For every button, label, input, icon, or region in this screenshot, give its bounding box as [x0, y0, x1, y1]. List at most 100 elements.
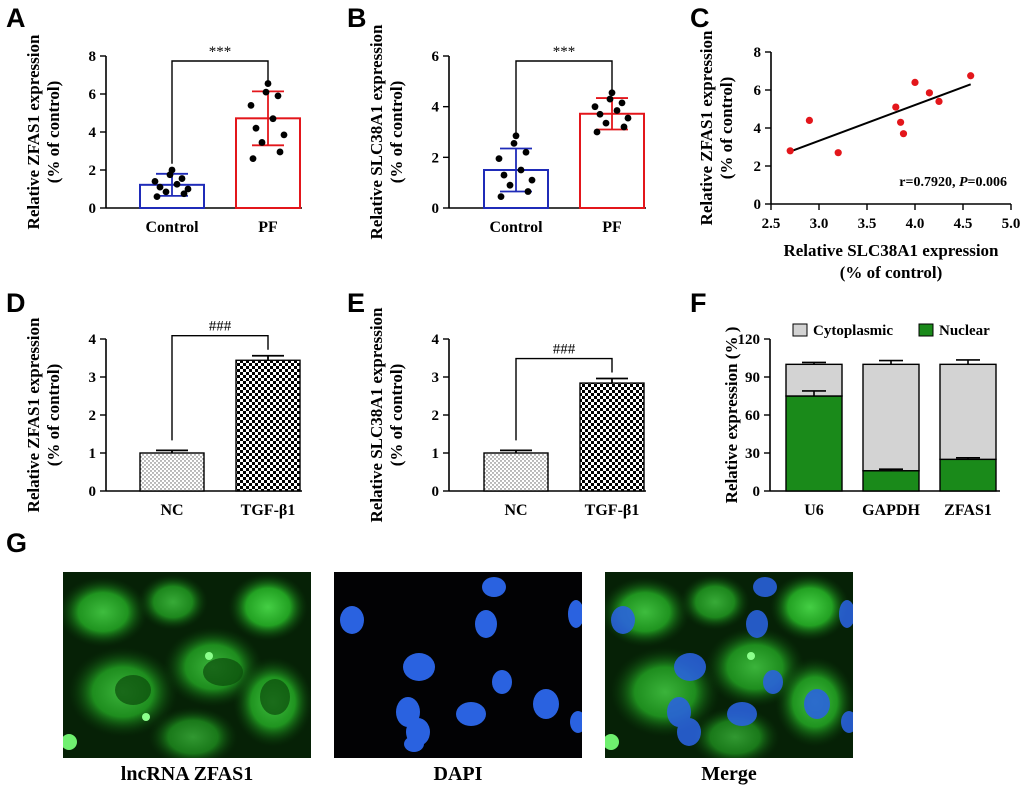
chart-c-data-point — [892, 103, 900, 111]
chart-b-data-point — [591, 103, 599, 111]
chart-e-bar — [579, 382, 645, 492]
chart-b: 0 2 4 6 Relative SLC38A1 expression (% of con… — [367, 24, 646, 240]
panel-label-c: C — [690, 3, 710, 33]
chart-e-y-label-2: (% of control) — [387, 364, 406, 467]
chart-b-significance-bracket — [515, 60, 613, 139]
chart-b-data-point — [522, 148, 530, 156]
chart-e-y-tick-label: 4 — [432, 332, 440, 348]
chart-b-y-tick-label: 4 — [432, 100, 440, 116]
chart-f-y-tick-label: 120 — [738, 332, 761, 348]
chart-f-bar-cytoplasmic — [939, 363, 997, 461]
chart-a-data-point — [258, 139, 266, 146]
chart-f-x-tick-label: GAPDH — [862, 502, 920, 519]
chart-b-data-point — [608, 89, 616, 97]
panel-label-a: A — [6, 3, 26, 33]
chart-b-data-point — [500, 171, 508, 179]
chart-e-significance-label: ### — [553, 342, 576, 358]
chart-c-data-point — [967, 72, 975, 80]
chart-a-data-point — [276, 148, 284, 156]
chart-f-x-tick-label: U6 — [804, 502, 824, 519]
chart-d-significance-label: ### — [209, 319, 232, 335]
chart-a-y-tick-label: 8 — [89, 49, 97, 65]
chart-a-y-tick-label: 2 — [89, 163, 97, 179]
chart-e-y-label: Relative SLC38A1 expression — [367, 307, 386, 523]
chart-b-data-point — [517, 166, 525, 174]
chart-c-x-tick-label: 3.5 — [858, 216, 877, 232]
chart-f-legend-swatch — [918, 323, 934, 337]
chart-e-y-tick-label: 3 — [432, 370, 440, 386]
chart-c-y-label-2: (% of control) — [717, 77, 736, 180]
chart-a-data-point — [252, 124, 260, 132]
chart-f-bar-cytoplasmic — [862, 363, 920, 472]
chart-a-y-label: Relative ZFAS1 expression — [24, 34, 43, 229]
chart-c-y-tick-label: 4 — [754, 121, 762, 137]
chart-f-y-tick-label: 90 — [745, 370, 760, 386]
chart-e-y-tick-label: 1 — [432, 446, 440, 462]
chart-b-y-label: Relative SLC38A1 expression — [367, 24, 386, 240]
chart-d-x-tick-label: NC — [160, 502, 183, 519]
caption-dapi: DAPI — [433, 763, 483, 785]
panel-label-d: D — [6, 288, 26, 318]
chart-c-fit-line — [791, 83, 972, 152]
chart-f-x-tick-label: ZFAS1 — [944, 502, 992, 519]
chart-c-y-label: Relative ZFAS1 expression — [697, 30, 716, 225]
chart-c-x-tick-label: 4.0 — [906, 216, 925, 232]
chart-d-y-tick-label: 0 — [89, 484, 97, 500]
chart-b-data-point — [510, 140, 518, 147]
chart-b-data-point — [602, 119, 610, 127]
chart-b-significance-label: *** — [553, 44, 576, 60]
panel-label-e: E — [347, 288, 366, 318]
chart-d: 0 1 2 3 4 Relative ZFAS1 expression (% of cont… — [24, 317, 302, 519]
chart-f-legend-swatch — [792, 323, 808, 337]
chart-c-y-tick-label: 2 — [754, 159, 762, 175]
chart-d-y-tick-label: 1 — [89, 446, 97, 462]
chart-f-legend-label: Cytoplasmic — [813, 323, 893, 339]
chart-b-y-tick-label: 6 — [432, 49, 440, 65]
chart-a-data-point — [156, 183, 164, 191]
chart-f-bar-nuclear — [939, 458, 997, 492]
chart-c-data-point — [834, 149, 842, 157]
chart-c-data-point — [911, 78, 919, 86]
chart-d-y-tick-label: 3 — [89, 370, 97, 386]
chart-a-x-tick-label: Control — [145, 219, 199, 236]
chart-e-x-tick-label: NC — [504, 502, 527, 519]
chart-b-data-point — [624, 114, 632, 122]
chart-f-y-tick-label: 0 — [753, 484, 761, 500]
chart-c-x-tick-label: 4.5 — [954, 216, 973, 232]
chart-c-annotation-part: =0.006 — [968, 175, 1007, 190]
chart-f-legend-label: Nuclear — [939, 323, 990, 339]
chart-b-data-point — [620, 123, 628, 131]
chart-c-y-tick-label: 0 — [754, 197, 762, 213]
chart-c-x-label-2: (% of control) — [840, 263, 943, 282]
chart-c-data-point — [935, 97, 943, 105]
panel-label-b: B — [347, 3, 367, 33]
chart-a-data-point — [168, 166, 176, 174]
chart-c-x-label: Relative SLC38A1 expression — [783, 241, 999, 260]
chart-e-significance-bracket — [515, 357, 613, 441]
chart-b-data-point — [606, 95, 614, 103]
caption-merge: Merge — [701, 763, 757, 785]
chart-c-y-tick-label: 8 — [754, 45, 762, 61]
chart-a-data-point — [178, 175, 186, 182]
chart-b-data-point — [524, 188, 532, 195]
chart-c-data-point — [899, 130, 908, 138]
chart-a-significance-bracket — [171, 60, 269, 164]
chart-b-y-label-2: (% of control) — [387, 81, 406, 184]
chart-c-data-point — [805, 116, 814, 124]
panel-label-f: F — [690, 288, 707, 318]
chart-a-data-point — [173, 180, 181, 188]
chart-a-y-tick-label: 0 — [89, 201, 97, 217]
chart-a-y-tick-label: 6 — [89, 87, 97, 103]
chart-a-data-point — [262, 88, 270, 96]
chart-e-y-tick-label: 2 — [432, 408, 440, 424]
dapi-image — [334, 572, 582, 758]
chart-e: 0 1 2 3 4 Relative SLC38A1 expression (% of co… — [367, 307, 646, 523]
chart-b-y-tick-label: 0 — [432, 201, 440, 217]
chart-b-data-point — [495, 155, 503, 163]
chart-a-x-tick-label: PF — [258, 219, 278, 236]
chart-e-y-tick-label: 0 — [432, 484, 440, 500]
chart-b-x-tick-label: Control — [489, 219, 543, 236]
chart-c-annotation-part: r=0.7920, — [899, 175, 959, 190]
